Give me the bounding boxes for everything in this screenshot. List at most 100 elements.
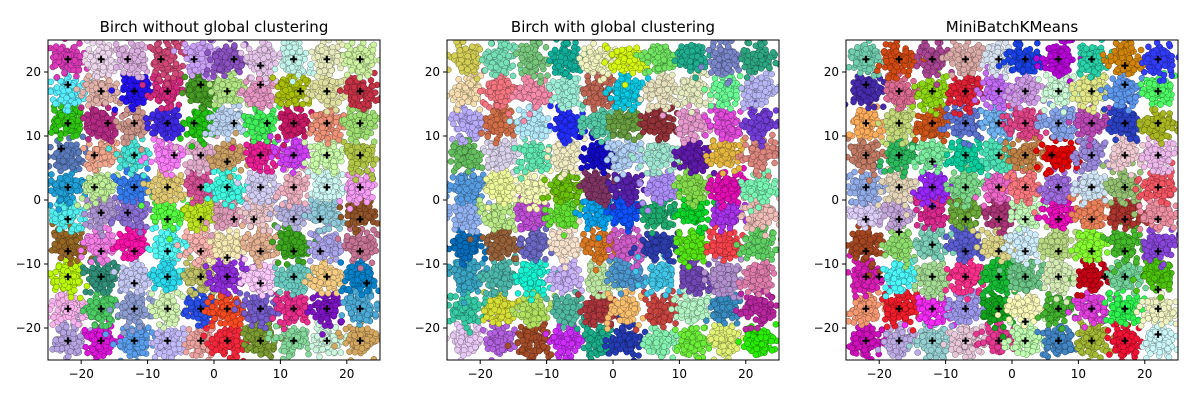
data-point <box>137 287 145 294</box>
data-point <box>116 342 124 350</box>
data-point <box>103 338 111 345</box>
data-point <box>75 165 83 173</box>
data-point <box>55 206 62 213</box>
data-point <box>163 229 171 237</box>
data-point <box>148 182 156 190</box>
data-point <box>179 151 186 159</box>
data-point <box>84 349 91 357</box>
data-point <box>70 272 77 280</box>
cluster-blob <box>48 115 95 183</box>
data-point <box>149 129 156 137</box>
data-point <box>153 337 161 345</box>
data-point <box>173 303 180 310</box>
data-point <box>140 64 148 72</box>
data-point <box>188 143 196 150</box>
data-point <box>174 161 181 169</box>
data-point <box>102 331 110 338</box>
data-point <box>75 149 83 156</box>
data-point <box>141 281 149 288</box>
data-point <box>57 316 65 323</box>
data-point <box>120 254 127 262</box>
data-point <box>184 168 191 176</box>
data-point <box>138 247 146 254</box>
data-point <box>137 192 145 199</box>
data-point <box>168 171 175 179</box>
data-point <box>172 118 180 125</box>
data-point <box>195 91 203 99</box>
data-point <box>185 326 193 333</box>
data-point <box>138 146 145 153</box>
data-point <box>89 277 96 285</box>
data-point <box>49 321 57 328</box>
data-point <box>141 306 148 313</box>
data-point <box>48 143 54 151</box>
data-point <box>133 294 141 301</box>
data-point <box>132 216 140 223</box>
data-point <box>160 278 167 285</box>
data-point <box>170 297 177 305</box>
data-point <box>86 174 93 182</box>
data-point <box>182 348 190 356</box>
data-point <box>161 149 169 156</box>
data-point <box>91 322 99 329</box>
data-point <box>93 113 100 120</box>
data-point <box>128 255 135 262</box>
data-point <box>108 295 115 303</box>
data-point <box>58 248 65 256</box>
data-point <box>67 294 75 301</box>
data-point <box>48 270 54 277</box>
data-point <box>120 69 127 76</box>
data-point <box>80 145 87 152</box>
data-point <box>77 332 84 340</box>
data-point <box>70 318 77 325</box>
data-point <box>125 91 133 98</box>
data-point <box>166 235 173 243</box>
data-point <box>161 165 168 172</box>
data-point <box>99 232 106 239</box>
data-point <box>54 117 61 125</box>
data-point <box>186 246 194 254</box>
data-point <box>169 340 177 348</box>
data-point <box>132 209 139 216</box>
data-point <box>62 125 70 132</box>
data-point <box>63 323 70 331</box>
data-point <box>61 164 69 171</box>
data-point <box>53 150 60 157</box>
data-point <box>48 163 53 170</box>
data-point <box>88 258 95 266</box>
data-point <box>52 268 59 276</box>
data-point <box>166 349 174 356</box>
data-point <box>192 238 199 245</box>
data-point <box>175 101 183 109</box>
data-point <box>147 158 155 166</box>
data-point <box>148 290 155 298</box>
data-point <box>127 270 134 277</box>
data-point <box>85 153 92 161</box>
data-point <box>186 233 194 241</box>
data-point <box>103 243 110 251</box>
data-point <box>74 257 81 264</box>
data-point <box>167 197 175 205</box>
data-point <box>116 156 124 164</box>
data-point <box>85 136 92 143</box>
data-point <box>169 224 177 232</box>
data-point <box>81 326 89 334</box>
data-point <box>110 268 118 276</box>
data-point <box>198 286 205 294</box>
data-point <box>140 172 147 179</box>
data-point <box>150 266 157 274</box>
data-point <box>153 41 161 48</box>
data-point <box>187 287 194 294</box>
data-point <box>88 332 95 339</box>
data-point <box>82 221 89 228</box>
data-point <box>156 321 163 328</box>
data-point <box>146 43 154 51</box>
data-point <box>72 263 79 270</box>
data-point <box>68 157 76 165</box>
data-point <box>72 182 79 189</box>
data-point <box>158 156 166 163</box>
data-point <box>48 153 52 160</box>
data-point <box>166 208 173 216</box>
data-point <box>184 211 192 218</box>
data-point <box>152 247 159 255</box>
